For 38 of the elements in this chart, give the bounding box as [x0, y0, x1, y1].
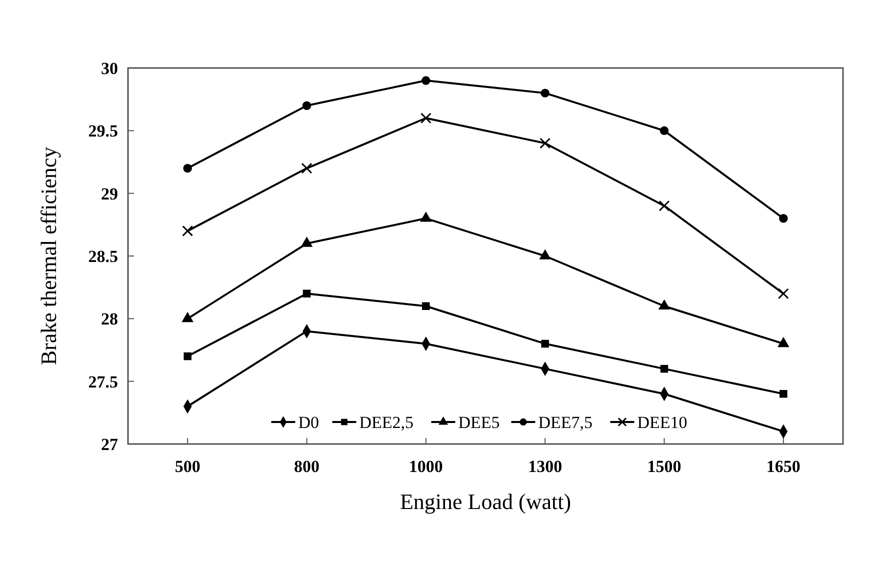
- point: [184, 352, 192, 360]
- legend-label: DEE10: [637, 412, 688, 432]
- point: [302, 290, 311, 298]
- legend-label: DEE2,5: [359, 412, 414, 432]
- point: [660, 126, 669, 136]
- point: [660, 364, 668, 373]
- point: [779, 214, 788, 223]
- x-tick-label: 800: [294, 457, 320, 476]
- y-tick-label: 29: [101, 184, 118, 204]
- point: [540, 88, 550, 98]
- x-tick-label: 1500: [647, 457, 682, 476]
- point: [780, 390, 788, 398]
- y-tick-label: 30: [101, 58, 118, 78]
- point: [183, 164, 192, 173]
- point: [302, 101, 312, 110]
- point: [182, 225, 194, 236]
- legend-label: D0: [298, 412, 320, 432]
- y-tick-label: 28: [101, 310, 118, 329]
- x-axis-title: Engine Load (watt): [400, 489, 572, 514]
- point: [540, 138, 551, 149]
- point: [422, 76, 430, 85]
- y-tick-label: 27.5: [88, 372, 118, 392]
- legend-label: DEE7,5: [538, 412, 593, 432]
- point: [420, 112, 432, 124]
- legend-label: DEE5: [458, 412, 500, 432]
- y-tick-label: 27: [101, 434, 118, 454]
- point: [422, 302, 430, 310]
- y-axis-title: Brake thermal efficiency: [36, 146, 61, 366]
- x-tick-label: 1300: [528, 457, 562, 476]
- x-tick-label: 500: [174, 457, 200, 476]
- point: [658, 200, 670, 212]
- x-tick-label: 1650: [766, 457, 800, 476]
- point: [541, 340, 549, 348]
- point: [301, 162, 312, 174]
- y-tick-label: 28.5: [88, 246, 118, 266]
- point: [778, 288, 789, 300]
- x-tick-label: 1000: [408, 457, 443, 476]
- y-tick-label: 29.5: [88, 122, 118, 141]
